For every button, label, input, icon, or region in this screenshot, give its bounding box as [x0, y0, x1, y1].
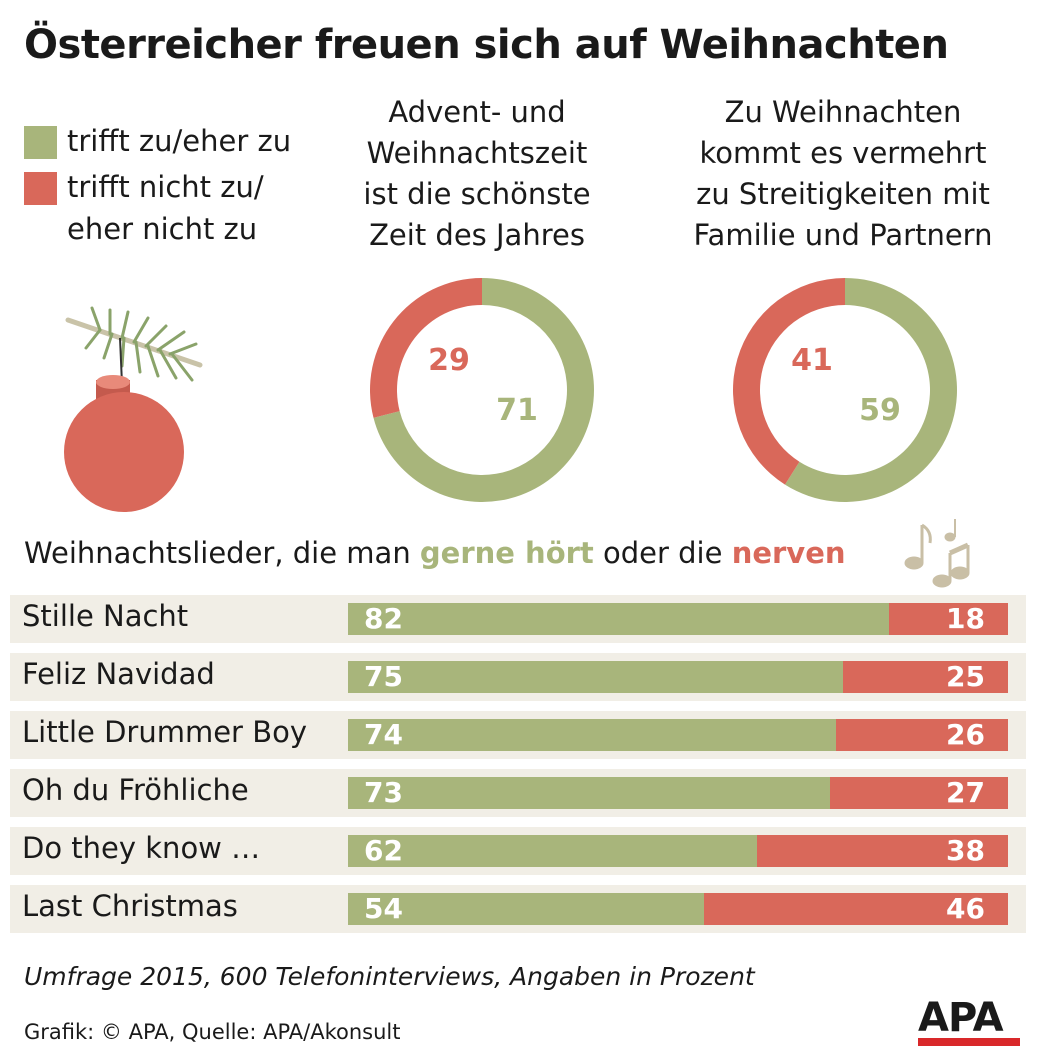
bar-positive [348, 835, 758, 867]
bar-positive-value: 73 [364, 776, 403, 809]
bar-positive [348, 661, 843, 693]
bar-negative [757, 835, 1008, 867]
bar-negative-value: 38 [946, 834, 985, 867]
bar-category-label: Little Drummer Boy [22, 715, 307, 749]
donut-2-label-0: 59 [859, 393, 901, 428]
songs-heading: Weihnachtslieder, die man gerne hört ode… [24, 536, 846, 570]
legend-label: trifft zu/eher zu [67, 124, 292, 158]
donut-2-slice-0 [784, 278, 957, 502]
bar-positive-value: 82 [364, 602, 403, 635]
bar-negative-value: 46 [946, 892, 985, 925]
legend-item-positive: trifft zu/eher zu [24, 120, 291, 162]
music-notes-icon [904, 519, 970, 588]
bar-negative [843, 661, 1008, 693]
bar-category-label: Stille Nacht [22, 599, 189, 633]
bar-category-label: Oh du Fröhliche [22, 773, 249, 807]
songs-heading-red: nerven [731, 536, 846, 570]
bar-row: Do they know … 62 38 [10, 827, 1026, 875]
bar-negative-value: 18 [946, 602, 985, 635]
legend-item-negative: trifft nicht zu/ eher nicht zu [24, 166, 291, 250]
logo-bar [918, 1038, 1020, 1046]
bar-positive [348, 603, 890, 635]
bar-category-label: Last Christmas [22, 889, 238, 923]
bar-row: Little Drummer Boy 74 26 [10, 711, 1026, 759]
bar-negative [889, 603, 1008, 635]
bar-positive-value: 75 [364, 660, 403, 693]
page-title: Österreicher freuen sich auf Weihnachten [24, 22, 949, 68]
bar-positive-value: 54 [364, 892, 403, 925]
donut-2-slice-1 [732, 278, 845, 485]
bar-positive [348, 719, 837, 751]
songs-heading-mid: oder die [593, 536, 732, 570]
legend-label: trifft nicht zu/ eher nicht zu [67, 170, 264, 246]
legend: trifft zu/eher zu trifft nicht zu/ eher … [24, 120, 291, 250]
donut-2-title: Zu Weihnachten kommt es vermehrt zu Stre… [693, 95, 993, 252]
bar-negative-value: 26 [946, 718, 985, 751]
songs-heading-pre: Weihnachtslieder, die man [24, 536, 420, 570]
donut-1-label-0: 71 [496, 393, 538, 428]
bar-negative-value: 27 [946, 776, 985, 809]
bar-positive-value: 74 [364, 718, 403, 751]
bar-row: Oh du Fröhliche 73 27 [10, 769, 1026, 817]
bar-row: Stille Nacht 82 18 [10, 595, 1026, 643]
legend-swatch-red [24, 172, 57, 205]
bar-positive [348, 777, 830, 809]
footnote: Umfrage 2015, 600 Telefoninterviews, Ang… [24, 962, 755, 991]
bar-row: Feliz Navidad 75 25 [10, 653, 1026, 701]
bar-category-label: Feliz Navidad [22, 657, 215, 691]
bar-negative [704, 893, 1008, 925]
donut-1-slice-1 [370, 278, 482, 418]
logo-text: APA [918, 995, 1004, 1041]
bar-positive [348, 893, 705, 925]
donut-chart-1: 71 29 [370, 278, 594, 502]
bar-category-label: Do they know … [22, 831, 261, 865]
christmas-ornament-icon [64, 306, 203, 512]
donut-1-label-1: 29 [428, 343, 470, 378]
bar-negative [836, 719, 1008, 751]
bar-negative [829, 777, 1008, 809]
credit: Grafik: © APA, Quelle: APA/Akonsult [24, 1020, 401, 1044]
donut-chart-2: 59 41 [732, 278, 957, 502]
bar-negative-value: 25 [946, 660, 985, 693]
legend-swatch-green [24, 126, 57, 159]
songs-heading-green: gerne hört [419, 536, 594, 570]
apa-logo: APA [918, 995, 1020, 1048]
bar-positive-value: 62 [364, 834, 403, 867]
bar-row: Last Christmas 54 46 [10, 885, 1026, 933]
donut-2-label-1: 41 [791, 343, 833, 378]
donut-1-title: Advent- und Weihnachtszeit ist die schön… [363, 95, 591, 252]
